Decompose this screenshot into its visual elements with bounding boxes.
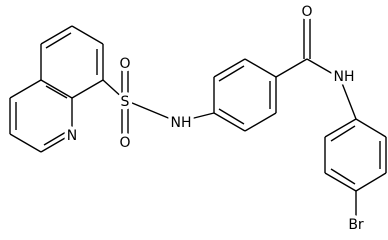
atom-label: O [301, 4, 312, 20]
bonds [9, 18, 387, 222]
atom-label: NH [334, 69, 355, 85]
atom-label: S [121, 94, 130, 110]
atom-label: N [67, 128, 77, 144]
atom-label: O [119, 56, 130, 72]
atom-label: Br [348, 217, 364, 233]
atom-label: O [119, 135, 130, 151]
atom-label: NH [171, 115, 192, 131]
